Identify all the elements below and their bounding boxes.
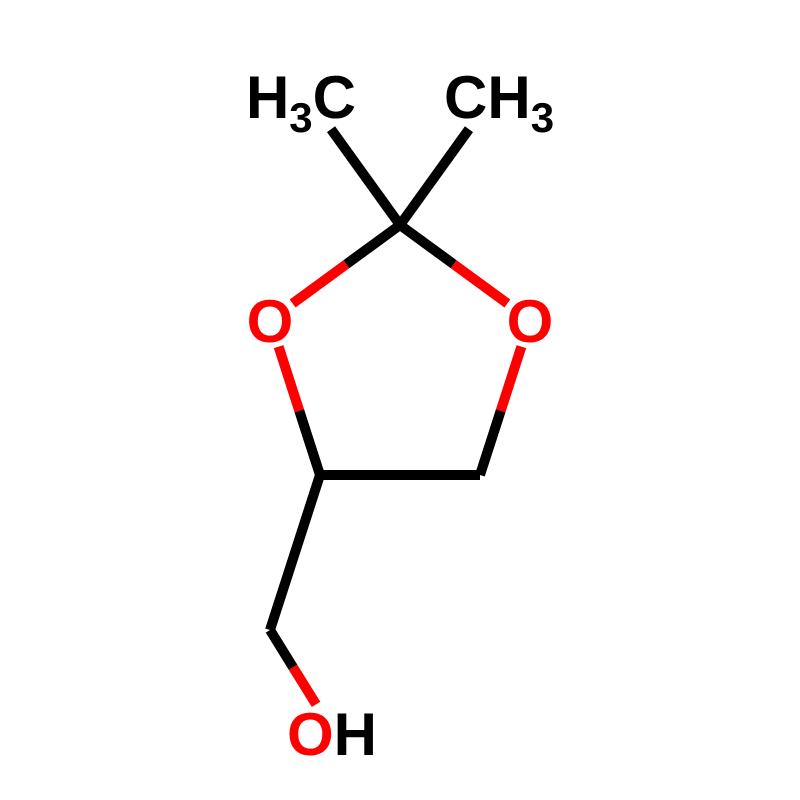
bond [270,630,293,667]
atom-label: CH3 [444,64,554,141]
bond [299,411,320,475]
bond [501,347,522,411]
bond [270,475,320,630]
molecule-diagram: O O H3C CH3 OH [0,0,800,800]
bond [279,347,300,411]
atom-label: O [507,288,554,355]
atom-label: H3C [246,64,356,141]
bond [293,667,316,704]
atom-label: O [247,288,294,355]
atom-label: OH [287,701,377,768]
bond [400,129,469,225]
bond [400,225,454,264]
bond [293,264,347,303]
bond [480,411,501,475]
bond [331,129,400,225]
bond [454,264,508,303]
bond [346,225,400,264]
